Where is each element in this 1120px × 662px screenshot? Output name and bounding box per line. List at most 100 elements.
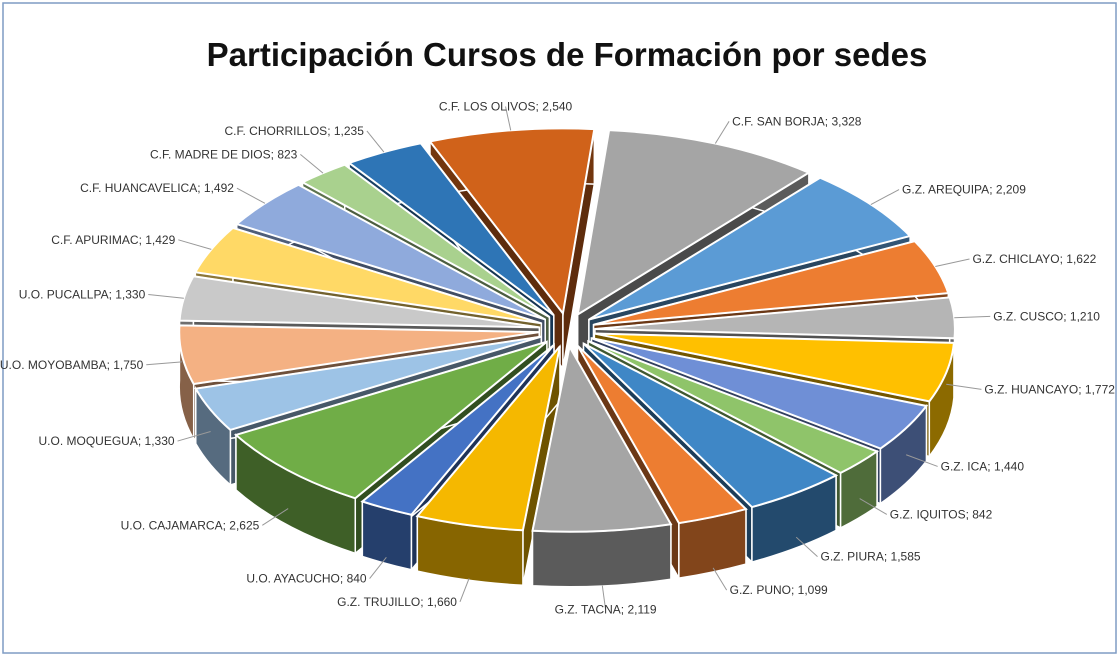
leader-line [954,315,991,319]
data-label: C.F. LOS OLIVOS; 2,540 [439,100,573,114]
leader-line [262,508,289,526]
label-value: 1,440 [994,459,1024,473]
label-value: 1,585 [891,550,921,564]
leader-line [178,239,212,250]
label-separator: ; [791,583,798,597]
label-separator: ; [107,358,114,372]
label-category: G.Z. TRUJILLO [337,595,420,609]
label-value: 2,209 [996,183,1026,197]
label-separator: ; [1078,382,1085,396]
label-separator: ; [223,518,230,532]
label-category: C.F. SAN BORJA [732,114,825,128]
data-label: C.F. APURIMAC; 1,429 [51,233,175,247]
data-label: U.O. AYACUCHO; 840 [246,572,367,586]
label-separator: ; [271,147,278,161]
label-separator: ; [884,550,891,564]
label-value: 1,622 [1066,252,1096,266]
data-label: U.O. MOYOBAMBA; 1,750 [0,358,144,372]
slice [531,343,673,588]
slice-top [593,240,950,326]
data-label: C.F. MADRE DE DIOS; 823 [150,147,298,161]
label-category: G.Z. CHICLAYO [972,252,1059,266]
label-separator: ; [1063,309,1070,323]
leader-line [366,130,385,153]
label-value: 1,210 [1070,309,1100,323]
label-separator: ; [138,434,145,448]
slice-top [233,340,548,500]
label-value: 1,235 [334,124,364,138]
data-label: G.Z. AREQUIPA; 2,209 [902,183,1026,197]
label-separator: ; [989,183,996,197]
slice-top [576,344,748,525]
label-category: C.F. CHORRILLOS [225,124,328,138]
label-value: 1,750 [113,358,143,372]
label-category: U.O. MOQUEGUA [39,434,138,448]
data-label: G.Z. HUANCAYO; 1,772 [984,382,1115,396]
slice-top [415,345,561,532]
slice-top [591,337,929,450]
labels: C.F. LOS OLIVOS; 2,540 C.F. SAN BORJA; 3,… [0,100,1115,617]
leader-line [459,578,470,602]
label-category: U.O. PUCALLPA [19,287,109,301]
data-label: G.Z. TRUJILLO; 1,660 [337,595,457,609]
label-separator: ; [197,181,204,195]
label-category: G.Z. HUANCAYO [984,382,1078,396]
label-category: G.Z. IQUITOS [890,507,966,521]
label-separator: ; [420,595,427,609]
label-value: 3,328 [831,114,861,128]
label-value: 1,492 [204,181,234,195]
leader-line [714,121,730,144]
label-value: 2,119 [627,603,656,617]
label-separator: ; [327,124,334,138]
label-separator: ; [1060,252,1067,266]
data-label: G.Z. TACNA; 2,119 [555,603,657,617]
leader-line [795,536,818,557]
label-category: C.F. LOS OLIVOS [439,100,536,114]
label-separator: ; [825,114,832,128]
slice-top [360,344,555,516]
slice-wall [531,523,672,588]
label-separator: ; [340,572,347,586]
label-value: 1,330 [115,287,145,301]
label-category: C.F. MADRE DE DIOS [150,147,271,161]
data-label: C.F. HUANCAVELICA; 1,492 [80,181,234,195]
leader-line [236,187,266,204]
label-category: G.Z. ICA [941,459,988,473]
data-label: U.O. CAJAMARCA; 2,625 [121,518,260,532]
chart-title: Participación Cursos de Formación por se… [207,36,928,73]
leader-line [935,258,970,268]
label-category: G.Z. PIURA [821,550,884,564]
label-category: U.O. AYACUCHO [246,572,340,586]
slice-top [193,226,542,325]
label-category: G.Z. PUNO [730,583,791,597]
label-value: 2,540 [542,100,572,114]
label-value: 1,772 [1085,382,1115,396]
data-label: G.Z. PUNO; 1,099 [730,583,828,597]
label-separator: ; [966,507,973,521]
leader-line [905,454,938,467]
label-separator: ; [536,100,543,114]
pie [178,127,956,588]
label-value: 1,660 [427,595,457,609]
slice-top [594,332,956,403]
data-label: G.Z. CHICLAYO; 1,622 [972,252,1096,266]
slice-top [594,296,956,340]
slice-top [234,183,546,321]
label-category: U.O. MOYOBAMBA [0,358,107,372]
leader-line [369,556,387,579]
label-separator: ; [621,603,628,617]
leader-line [146,361,183,366]
leader-line [300,154,324,174]
data-label: G.Z. PIURA; 1,585 [821,550,921,564]
data-label: C.F. SAN BORJA; 3,328 [732,114,862,128]
data-label: U.O. MOQUEGUA; 1,330 [39,434,175,448]
leader-line [177,431,211,442]
label-separator: ; [109,287,116,301]
leader-line [601,585,607,610]
label-value: 842 [972,507,992,521]
label-value: 840 [347,572,367,586]
label-value: 1,099 [798,583,828,597]
label-value: 1,330 [145,434,175,448]
label-category: C.F. APURIMAC [51,233,139,247]
